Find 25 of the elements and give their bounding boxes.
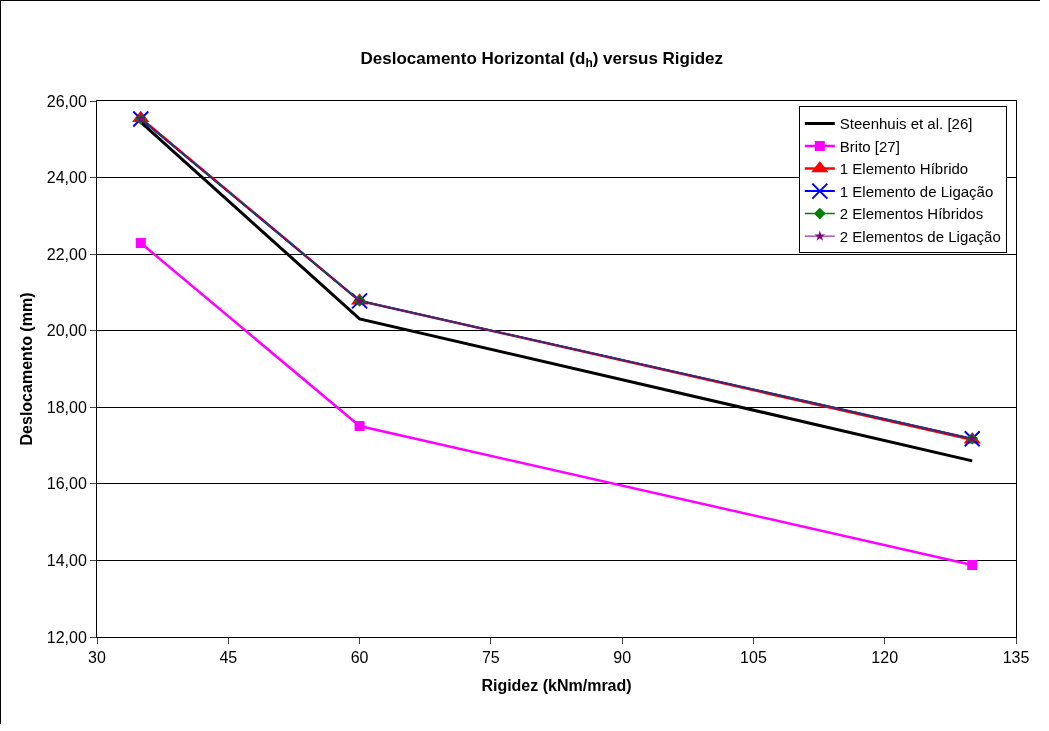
y-tick-label: 18,00 bbox=[46, 398, 87, 416]
y-tick-label: 20,00 bbox=[46, 322, 87, 340]
y-tick-label: 16,00 bbox=[46, 475, 87, 493]
y-tick-label: 22,00 bbox=[46, 245, 87, 263]
x-tick-label: 45 bbox=[219, 649, 238, 667]
x-tick-label: 60 bbox=[350, 649, 369, 667]
x-tick-label: 90 bbox=[613, 649, 632, 667]
x-tick-label: 30 bbox=[88, 649, 106, 667]
x-tick-label: 75 bbox=[481, 649, 500, 667]
y-tick-label: 26,00 bbox=[46, 92, 87, 110]
y-axis-title: Deslocamento (mm) bbox=[17, 292, 35, 446]
legend-label: Brito [27] bbox=[839, 137, 900, 155]
legend-label: Steenhuis et al. [26] bbox=[839, 115, 973, 133]
x-tick-label: 105 bbox=[740, 649, 767, 667]
x-axis-title: Rigidez (kNm/mrad) bbox=[481, 676, 632, 694]
legend-label: 1 Elemento Híbrido bbox=[839, 160, 969, 178]
chart-title: Deslocamento Horizontal (d$_{h}$) versus Rigidez bbox=[360, 48, 724, 71]
legend-label: 2 Elementos de Ligação bbox=[839, 227, 1001, 245]
legend-label: 1 Elemento de Ligação bbox=[839, 182, 994, 200]
x-tick-label: 135 bbox=[1002, 649, 1030, 667]
y-tick-label: 12,00 bbox=[46, 628, 87, 646]
y-tick-label: 14,00 bbox=[46, 552, 87, 570]
x-tick-label: 120 bbox=[871, 649, 899, 667]
legend-label: 2 Elementos Híbridos bbox=[839, 205, 984, 223]
y-tick-label: 24,00 bbox=[46, 169, 87, 187]
